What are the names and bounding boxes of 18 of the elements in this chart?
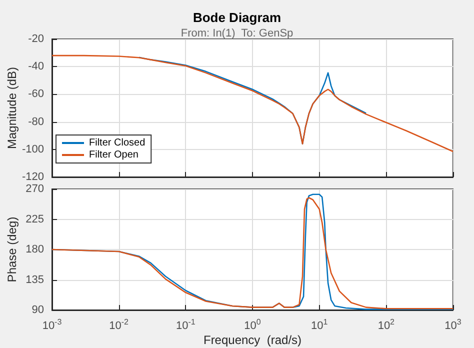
y-tick-label: -40 [28,60,44,73]
chart-title: Bode Diagram [192,10,282,25]
y-axis-title: Phase (deg) [5,216,19,282]
y-tick-label: 90 [32,304,44,316]
x-axis-title: Frequency (rad/s) [203,333,302,347]
y-axis-title: Magnitude (dB) [5,66,19,150]
y-tick-label: -60 [28,88,44,100]
y-tick-label: 180 [26,244,44,256]
y-tick-label: -80 [28,116,44,128]
y-tick-label: 135 [26,274,44,286]
y-tick-label: 225 [26,213,44,226]
legend-label: Filter Closed [89,138,146,148]
y-tick-label: -100 [22,143,44,156]
y-tick-label: -120 [22,171,44,183]
y-tick-label: 270 [26,183,44,195]
legend-label: Filter Open [89,150,138,160]
y-tick-label: -20 [28,33,44,45]
chart-subtitle: From: In(1) To: GenSp [180,28,294,40]
